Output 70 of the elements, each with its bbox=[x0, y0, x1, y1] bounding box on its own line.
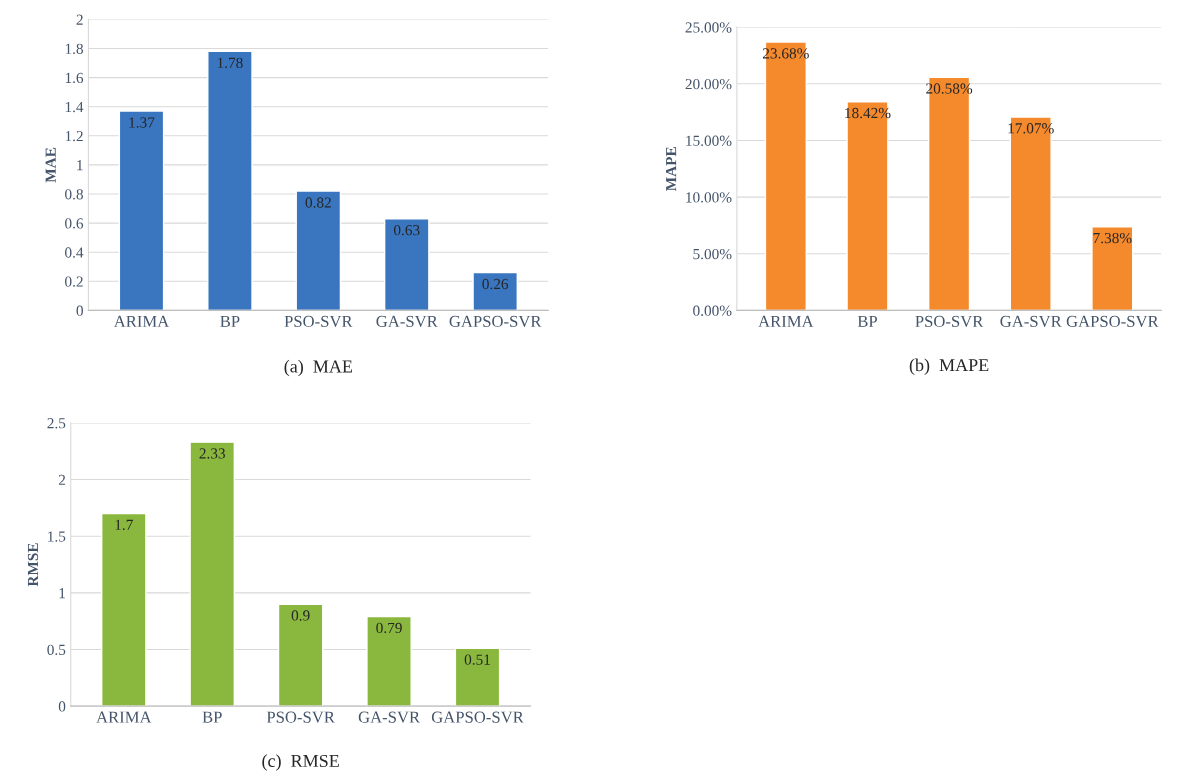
bar bbox=[366, 615, 412, 707]
bar bbox=[207, 50, 253, 311]
x-tick-label: BP bbox=[202, 711, 222, 723]
data-label: 0.26 bbox=[482, 278, 509, 290]
bar bbox=[472, 271, 518, 311]
y-tick-label: 1.4 bbox=[65, 101, 84, 113]
y-tick-label: 1.2 bbox=[65, 130, 83, 142]
y-tick-label: 1 bbox=[59, 588, 65, 599]
x-tick-label: PSO-SVR bbox=[266, 711, 335, 723]
y-tick-label: 1.8 bbox=[65, 43, 83, 55]
text: (c) RMSE bbox=[262, 754, 339, 771]
data-label: 1.78 bbox=[217, 57, 243, 69]
y-tick-label: 15.00% bbox=[686, 135, 732, 146]
data-label: 0.9 bbox=[291, 610, 310, 621]
y-tick-label: 0 bbox=[76, 305, 83, 316]
y-tick-label: 2 bbox=[76, 14, 83, 25]
x-tick-label: ARIMA bbox=[113, 315, 170, 327]
y-axis-title: MAE bbox=[45, 147, 56, 183]
data-label: 0.51 bbox=[464, 654, 490, 665]
data-label: 0.79 bbox=[376, 622, 402, 634]
bar bbox=[1091, 226, 1134, 311]
x-tick-label: GAPSO-SVR bbox=[449, 315, 542, 328]
x-tick-label: BP bbox=[857, 315, 877, 327]
y-tick-label: 0.8 bbox=[65, 189, 83, 200]
y-tick-label: 0.2 bbox=[65, 276, 83, 287]
bar bbox=[383, 218, 430, 311]
y-tick-label: 1.5 bbox=[48, 531, 66, 542]
y-axis-title: RMSE bbox=[27, 543, 39, 587]
x-tick-label: PSO-SVR bbox=[284, 315, 353, 328]
y-tick-label: 2 bbox=[58, 474, 66, 485]
x-tick-label: BP bbox=[220, 315, 240, 327]
y-tick-label: 20.00% bbox=[685, 78, 732, 90]
bar bbox=[100, 512, 147, 707]
y-tick-label: 0.4 bbox=[65, 247, 84, 258]
bar bbox=[277, 603, 324, 707]
data-label: 0.82 bbox=[305, 197, 331, 208]
x-tick-label: GA-SVR bbox=[358, 711, 421, 723]
y-tick-label: 0.6 bbox=[65, 218, 84, 229]
data-label: 2.33 bbox=[199, 448, 225, 459]
bar bbox=[846, 101, 889, 311]
y-tick-label: 1.6 bbox=[65, 72, 84, 84]
x-tick-label: GA-SVR bbox=[1000, 315, 1062, 328]
bar bbox=[295, 190, 342, 311]
x-tick-label: GAPSO-SVR bbox=[1066, 315, 1159, 328]
bar bbox=[118, 110, 165, 311]
y-tick-label: 2.5 bbox=[47, 418, 66, 429]
x-tick-label: ARIMA bbox=[758, 315, 814, 327]
x-tick-label: ARIMA bbox=[96, 711, 152, 723]
data-label: 1.7 bbox=[115, 519, 133, 531]
text: (b) MAPE bbox=[909, 358, 989, 375]
bar bbox=[189, 441, 236, 707]
bar bbox=[1009, 116, 1052, 311]
x-tick-label: PSO-SVR bbox=[915, 315, 984, 328]
data-label: 7.38% bbox=[1093, 232, 1132, 244]
y-tick-label: 10.00% bbox=[686, 192, 732, 203]
y-tick-label: 0 bbox=[58, 701, 66, 712]
y-tick-label: 0.00% bbox=[693, 305, 732, 316]
bar bbox=[454, 647, 501, 707]
y-tick-label: 5.00% bbox=[693, 248, 732, 260]
text: (a) MAE bbox=[284, 359, 353, 377]
y-axis-title: MAPE bbox=[666, 147, 677, 192]
y-tick-label: 0.5 bbox=[47, 644, 66, 656]
x-tick-label: GAPSO-SVR bbox=[431, 711, 524, 723]
data-label: 1.37 bbox=[129, 117, 155, 128]
bar bbox=[927, 76, 971, 311]
x-tick-label: GA-SVR bbox=[376, 315, 438, 328]
y-tick-label: 1 bbox=[77, 160, 83, 171]
data-label: 0.63 bbox=[393, 225, 420, 236]
bar bbox=[764, 41, 807, 311]
y-tick-label: 25.00% bbox=[685, 22, 732, 33]
